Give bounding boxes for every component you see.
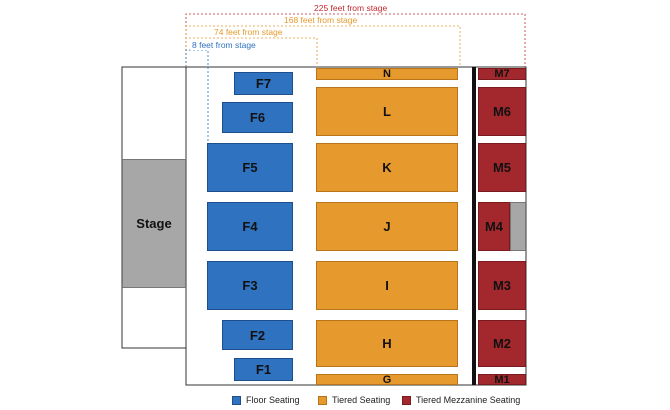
section-m6[interactable]: M6 [478,87,526,136]
section-f2[interactable]: F2 [222,320,293,350]
section-m3[interactable]: M3 [478,261,526,310]
section-m5[interactable]: M5 [478,143,526,192]
section-m2[interactable]: M2 [478,320,526,367]
section-f7[interactable]: F7 [234,72,293,95]
mezzanine-m4-side-block [510,202,526,251]
section-k[interactable]: K [316,143,458,192]
section-i[interactable]: I [316,261,458,310]
section-g[interactable]: G [316,374,458,386]
legend-swatch-mezzanine [402,395,411,405]
legend-swatch-tiered [318,395,327,405]
distance-bracket-8 [185,49,209,143]
section-f6[interactable]: F6 [222,102,293,133]
section-n[interactable]: N [316,68,458,80]
section-l[interactable]: L [316,87,458,136]
legend-label-tiered: Tiered Seating [332,395,391,405]
distance-label-74: 74 feet from stage [212,27,285,37]
section-m7[interactable]: M7 [478,68,526,80]
legend-swatch-floor [232,395,241,405]
section-f1[interactable]: F1 [234,358,293,381]
section-f3[interactable]: F3 [207,261,293,310]
section-m4[interactable]: M4 [478,202,510,251]
section-f5[interactable]: F5 [207,143,293,192]
distance-label-8: 8 feet from stage [190,40,258,50]
section-f4[interactable]: F4 [207,202,293,251]
section-h[interactable]: H [316,320,458,367]
stage[interactable]: Stage [122,159,186,288]
legend-mezzanine-seating: Tiered Mezzanine Seating [402,395,520,405]
distance-label-168: 168 feet from stage [282,15,360,25]
legend-label-floor: Floor Seating [246,395,300,405]
section-j[interactable]: J [316,202,458,251]
legend-floor-seating: Floor Seating [232,395,300,405]
distance-label-225: 225 feet from stage [312,3,390,13]
section-m1[interactable]: M1 [478,374,526,386]
legend-label-mezzanine: Tiered Mezzanine Seating [416,395,521,405]
legend-tiered-seating: Tiered Seating [318,395,390,405]
